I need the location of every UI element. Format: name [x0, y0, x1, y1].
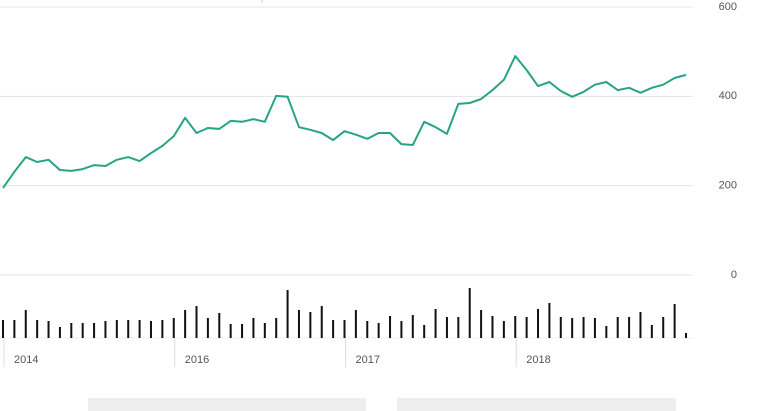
volume-bar — [332, 320, 335, 338]
volume-bar — [81, 323, 84, 338]
volume-bar — [582, 317, 585, 338]
volume-bar — [2, 320, 4, 338]
volume-bar — [389, 316, 392, 338]
volume-bar — [115, 320, 118, 338]
volume-bar — [525, 317, 528, 338]
y-tick-label: 400 — [719, 90, 737, 102]
volume-bar — [47, 321, 50, 338]
volume-bar — [400, 321, 403, 338]
x-tick-label: 2014 — [14, 354, 38, 366]
volume-bar — [354, 310, 357, 338]
volume-bar — [650, 325, 653, 338]
volume-bar — [343, 320, 346, 338]
volume-bar — [548, 303, 551, 338]
volume-bar — [320, 306, 323, 338]
volume-bar — [195, 306, 198, 338]
volume-bar — [229, 324, 232, 338]
volume-bar — [241, 324, 244, 338]
volume-bar — [127, 320, 130, 338]
volume-bar — [457, 317, 460, 338]
volume-bar — [423, 325, 426, 338]
volume-bar — [593, 318, 596, 338]
volume-bar — [138, 320, 141, 338]
volume-bar — [218, 313, 221, 338]
volume-bar — [628, 317, 631, 338]
volume-bar — [184, 310, 187, 338]
volume-bar — [411, 315, 414, 338]
volume-bar — [309, 312, 312, 338]
volume-bar — [559, 317, 562, 338]
volume-bar — [24, 310, 27, 338]
volume-bar — [275, 318, 278, 338]
y-tick-label: 600 — [719, 1, 737, 13]
volume-bar — [605, 326, 608, 338]
volume-bar — [445, 317, 448, 338]
volume-bar — [571, 318, 574, 338]
volume-bar — [13, 320, 16, 338]
volume-bar — [297, 310, 300, 338]
volume-bar — [70, 323, 73, 338]
volume-bar — [514, 316, 517, 338]
volume-bar — [263, 323, 266, 338]
volume-bar — [491, 316, 494, 338]
volume-bar — [685, 333, 687, 338]
volume-bar — [480, 310, 483, 338]
volume-bar — [377, 323, 380, 338]
volume-bar — [58, 327, 61, 338]
volume-bar — [93, 323, 96, 338]
volume-bar — [104, 321, 107, 338]
volume-bar — [434, 309, 437, 338]
x-tick-label: 2017 — [356, 354, 380, 366]
y-tick-label: 0 — [731, 269, 737, 281]
volume-bar — [36, 320, 39, 338]
x-tick-label: 2016 — [185, 354, 209, 366]
volume-bar — [639, 312, 642, 338]
volume-bar — [662, 317, 665, 338]
volume-bar — [468, 288, 471, 338]
price-line — [2, 55, 687, 189]
scrollbar-left[interactable] — [88, 398, 366, 411]
volume-bar — [252, 318, 255, 338]
x-tick-label: 2018 — [526, 354, 550, 366]
y-tick-label: 200 — [719, 180, 737, 192]
volume-bar — [149, 321, 152, 338]
volume-bar — [206, 318, 209, 338]
volume-bar — [673, 304, 676, 338]
volume-bar — [537, 309, 540, 338]
volume-bar — [161, 320, 164, 338]
volume-bar — [286, 290, 289, 338]
scrollbar-right[interactable] — [397, 398, 676, 411]
volume-bar — [502, 321, 505, 338]
volume-bar — [172, 318, 175, 338]
volume-bar — [616, 317, 619, 338]
volume-bar — [366, 321, 369, 338]
